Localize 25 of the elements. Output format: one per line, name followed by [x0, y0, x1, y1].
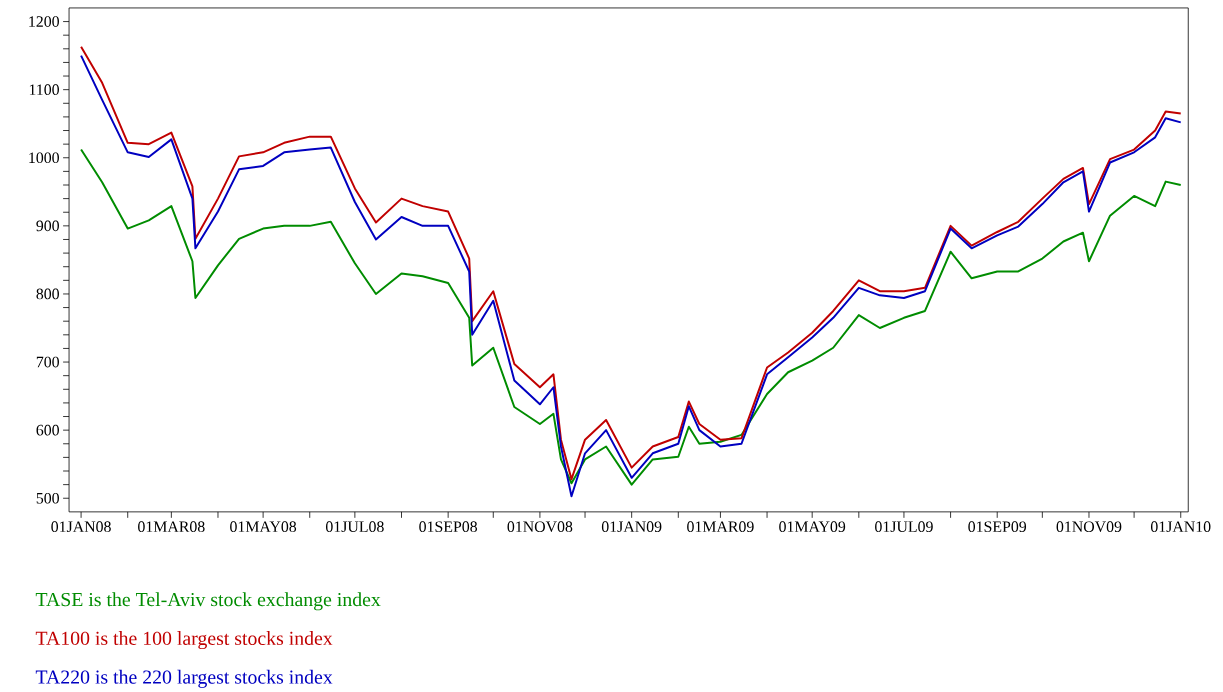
y-tick-label: 700	[36, 356, 59, 368]
x-tick-label: 01JAN10	[1150, 521, 1211, 533]
line-series	[80, 148, 1182, 486]
x-tick-label: 01SEP09	[968, 521, 1027, 533]
text: TA220 is the 220 largest stocks index	[35, 669, 333, 688]
text: TASE is the Tel-Aviv stock exchange index	[35, 592, 381, 611]
x-tick-label: 01JAN09	[601, 521, 662, 533]
y-tick-label: 500	[36, 493, 59, 504]
y-tick-label: 600	[36, 424, 59, 436]
y-tick-label: 900	[36, 220, 59, 232]
x-tick-label: 01JAN08	[51, 521, 111, 533]
x-tick-label: 01MAR08	[138, 521, 205, 533]
y-tick-label: 1000	[29, 152, 59, 164]
x-tick-label: 01MAR09	[687, 521, 754, 533]
y-tick-label: 1100	[29, 84, 59, 96]
y-tick-label: 800	[36, 288, 59, 300]
x-tick-label: 01NOV08	[507, 521, 573, 533]
x-tick-label: 01MAY09	[779, 521, 846, 533]
x-tick-label: 01SEP08	[419, 521, 478, 533]
x-tick-label: 01JUL09	[875, 521, 933, 533]
y-tick-label: 1200	[29, 16, 59, 28]
x-tick-label: 01NOV09	[1056, 521, 1122, 533]
x-tick-label: 01MAY08	[230, 521, 297, 533]
text: TA100 is the 100 largest stocks index	[35, 631, 333, 650]
x-tick-label: 01JUL08	[325, 521, 384, 533]
